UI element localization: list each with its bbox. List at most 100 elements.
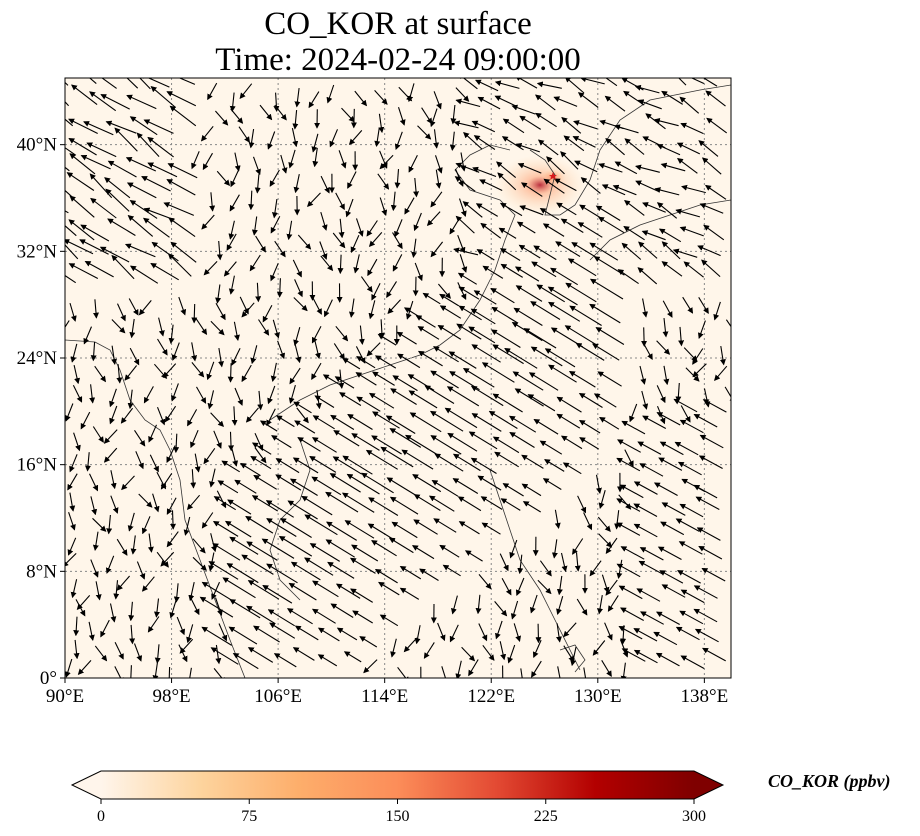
wind-arrow xyxy=(154,644,161,664)
wind-arrow xyxy=(458,521,480,535)
wind-arrow xyxy=(556,396,582,413)
wind-arrow xyxy=(274,240,286,258)
wind-arrow xyxy=(253,625,280,643)
wind-arrow xyxy=(374,355,397,369)
wind-arrow xyxy=(65,224,77,237)
wind-arrow xyxy=(624,199,645,216)
wind-arrow xyxy=(320,255,334,272)
wind-arrow xyxy=(351,433,380,451)
wind-arrow xyxy=(201,512,214,529)
wind-arrow xyxy=(143,119,174,134)
wind-arrow xyxy=(265,500,294,518)
wind-arrow xyxy=(335,583,361,599)
wind-arrow xyxy=(170,241,197,263)
wind-arrow xyxy=(614,161,638,175)
wind-arrow xyxy=(539,207,560,221)
wind-arrow xyxy=(659,570,684,584)
wind-arrow xyxy=(703,224,725,241)
wind-arrow xyxy=(317,627,340,642)
wind-arrow xyxy=(680,122,704,135)
wind-arrow xyxy=(262,584,293,604)
wind-arrow xyxy=(672,248,698,258)
wind-arrow xyxy=(157,338,168,356)
wind-arrow xyxy=(195,318,208,336)
wind-arrow xyxy=(676,142,701,155)
wind-arrow xyxy=(199,596,234,618)
wind-arrow xyxy=(579,204,603,220)
wind-arrow xyxy=(490,329,521,348)
wind-arrow xyxy=(568,370,596,388)
wind-arrow xyxy=(592,640,606,656)
wind-arrow xyxy=(678,326,685,347)
wind-arrow xyxy=(616,498,641,512)
wind-arrow xyxy=(471,120,496,133)
wind-arrow xyxy=(371,282,381,301)
wind-arrow xyxy=(556,413,581,429)
wind-arrow xyxy=(167,163,198,179)
wind-arrow xyxy=(127,512,135,532)
wind-arrow xyxy=(227,499,252,515)
wind-arrow xyxy=(556,575,563,596)
wind-arrow xyxy=(444,407,478,429)
wind-arrow xyxy=(190,429,199,449)
wind-arrow xyxy=(90,496,98,516)
wind-arrow xyxy=(212,520,239,537)
wind-arrow xyxy=(338,218,345,239)
wind-arrow xyxy=(374,568,398,584)
wind-arrow xyxy=(116,575,131,591)
wind-arrow xyxy=(271,199,278,219)
wind-arrow xyxy=(147,136,174,158)
wind-arrow xyxy=(371,540,397,557)
wind-arrow xyxy=(433,91,442,110)
wind-arrow xyxy=(680,589,705,604)
wind-arrow xyxy=(555,241,581,257)
wind-arrow xyxy=(239,83,253,99)
wind-arrow xyxy=(399,587,420,600)
wind-arrow xyxy=(470,457,497,474)
wind-arrow xyxy=(378,581,400,596)
wind-arrow xyxy=(454,176,476,192)
wind-arrow xyxy=(675,518,700,532)
wind-arrow xyxy=(597,595,603,615)
wind-arrow xyxy=(693,414,718,428)
wind-arrow xyxy=(304,514,338,536)
wind-arrow xyxy=(495,620,503,640)
wind-arrow xyxy=(702,399,727,413)
wind-arrow xyxy=(109,603,117,623)
wind-arrow xyxy=(693,608,718,623)
wind-arrow xyxy=(266,518,297,537)
map-panel[interactable] xyxy=(65,78,731,678)
wind-arrow xyxy=(360,276,373,293)
wind-arrow xyxy=(447,432,478,452)
wind-arrow xyxy=(65,239,94,255)
wind-arrow xyxy=(153,598,160,618)
wind-arrow xyxy=(539,560,552,577)
wind-arrow xyxy=(329,473,361,493)
wind-arrow xyxy=(366,342,381,357)
wind-arrow xyxy=(311,362,322,380)
wind-arrow xyxy=(514,266,540,282)
wind-arrow xyxy=(332,232,346,249)
wind-arrow xyxy=(246,541,278,561)
wind-arrow xyxy=(482,644,495,661)
wind-arrow xyxy=(216,490,227,509)
wind-arrow xyxy=(573,120,598,130)
wind-arrow xyxy=(68,137,97,156)
wind-arrow xyxy=(409,412,442,433)
wind-arrow xyxy=(168,217,196,238)
wind-arrow xyxy=(563,622,577,638)
wind-arrow xyxy=(597,516,611,532)
wind-arrow xyxy=(475,203,498,217)
wind-arrow xyxy=(380,446,414,468)
wind-arrow xyxy=(557,666,561,678)
wind-arrow xyxy=(90,341,97,362)
wind-arrow xyxy=(133,643,143,662)
wind-arrow xyxy=(288,582,317,601)
wind-arrow xyxy=(367,258,378,277)
wind-arrow xyxy=(152,493,160,513)
wind-arrow xyxy=(572,136,596,148)
wind-arrow xyxy=(580,177,601,194)
wind-arrow xyxy=(100,619,110,638)
wind-arrow xyxy=(336,627,358,641)
wind-arrow xyxy=(368,300,376,320)
